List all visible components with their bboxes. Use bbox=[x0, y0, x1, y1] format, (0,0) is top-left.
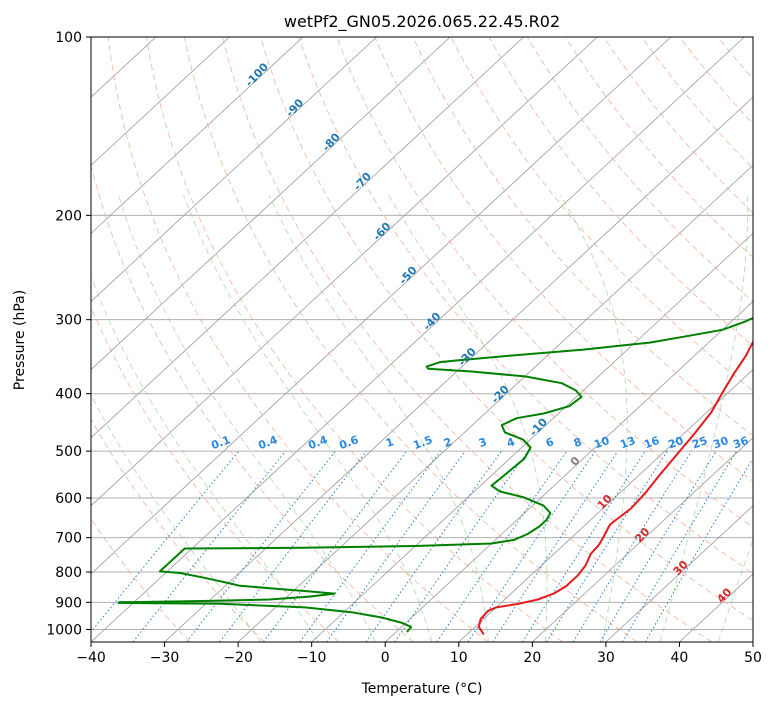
y-tick-label: 100 bbox=[55, 30, 82, 46]
y-tick-label: 400 bbox=[55, 387, 82, 403]
x-tick-label: 20 bbox=[523, 650, 541, 666]
y-tick-label: 200 bbox=[55, 208, 82, 224]
y-tick-label: 300 bbox=[55, 313, 82, 329]
x-tick-label: −20 bbox=[223, 650, 253, 666]
x-tick-label: 0 bbox=[381, 650, 390, 666]
y-tick-label: 700 bbox=[55, 531, 82, 547]
y-axis-label: Pressure (hPa) bbox=[12, 290, 28, 390]
x-tick-label: −30 bbox=[150, 650, 180, 666]
chart-title: wetPf2_GN05.2026.065.22.45.R02 bbox=[284, 12, 560, 32]
y-tick-label: 1000 bbox=[46, 622, 82, 638]
x-tick-label: 30 bbox=[597, 650, 615, 666]
x-tick-label: −40 bbox=[76, 650, 106, 666]
x-tick-label: −10 bbox=[297, 650, 327, 666]
y-tick-label: 800 bbox=[55, 565, 82, 581]
x-tick-label: 50 bbox=[744, 650, 762, 666]
y-tick-label: 600 bbox=[55, 491, 82, 507]
x-axis-label: Temperature (°C) bbox=[361, 681, 483, 697]
y-tick-label: 900 bbox=[55, 595, 82, 611]
y-tick-label: 500 bbox=[55, 444, 82, 460]
x-tick-label: 10 bbox=[450, 650, 468, 666]
x-tick-label: 40 bbox=[671, 650, 689, 666]
